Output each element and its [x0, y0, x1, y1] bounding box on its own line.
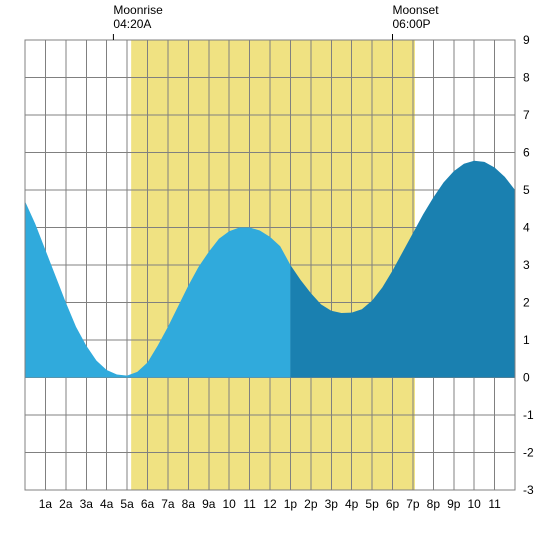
x-tick-label: 1p [284, 497, 298, 511]
x-tick-label: 9p [447, 497, 461, 511]
y-tick-label: 6 [523, 146, 530, 160]
y-tick-label: 5 [523, 183, 530, 197]
x-tick-label: 1a [39, 497, 53, 511]
x-tick-label: 6a [141, 497, 155, 511]
x-tick-label: 3a [80, 497, 94, 511]
y-tick-label: 0 [523, 371, 530, 385]
x-tick-label: 8p [427, 497, 441, 511]
x-tick-label: 5p [365, 497, 379, 511]
y-tick-label: -2 [523, 446, 534, 460]
y-tick-label: 4 [523, 221, 530, 235]
y-tick-label: -3 [523, 483, 534, 497]
x-tick-label: 4a [100, 497, 114, 511]
x-tick-label: 9a [202, 497, 216, 511]
x-tick-label: 7a [161, 497, 175, 511]
y-tick-label: 7 [523, 108, 530, 122]
y-tick-label: -1 [523, 408, 534, 422]
x-tick-label: 10 [222, 497, 236, 511]
y-tick-label: 1 [523, 333, 530, 347]
x-tick-label: 6p [386, 497, 400, 511]
y-tick-label: 2 [523, 296, 530, 310]
moonset-label: Moonset [393, 3, 440, 17]
x-tick-label: 11 [243, 497, 256, 511]
tide-chart: -3-2-101234567891a2a3a4a5a6a7a8a9a101112… [0, 0, 550, 550]
x-tick-label: 3p [325, 497, 339, 511]
x-tick-label: 7p [406, 497, 420, 511]
x-tick-label: 11 [488, 497, 501, 511]
y-tick-label: 9 [523, 33, 530, 47]
moonset-time: 06:00P [393, 17, 431, 31]
moonrise-time: 04:20A [113, 17, 151, 31]
x-tick-label: 2a [59, 497, 73, 511]
x-tick-label: 10 [467, 497, 481, 511]
x-tick-label: 12 [263, 497, 277, 511]
x-tick-label: 2p [304, 497, 318, 511]
chart-svg: -3-2-101234567891a2a3a4a5a6a7a8a9a101112… [0, 0, 550, 550]
y-tick-label: 8 [523, 71, 530, 85]
x-tick-label: 8a [182, 497, 196, 511]
y-tick-label: 3 [523, 258, 530, 272]
moonrise-label: Moonrise [113, 3, 163, 17]
x-tick-label: 5a [120, 497, 134, 511]
x-tick-label: 4p [345, 497, 359, 511]
